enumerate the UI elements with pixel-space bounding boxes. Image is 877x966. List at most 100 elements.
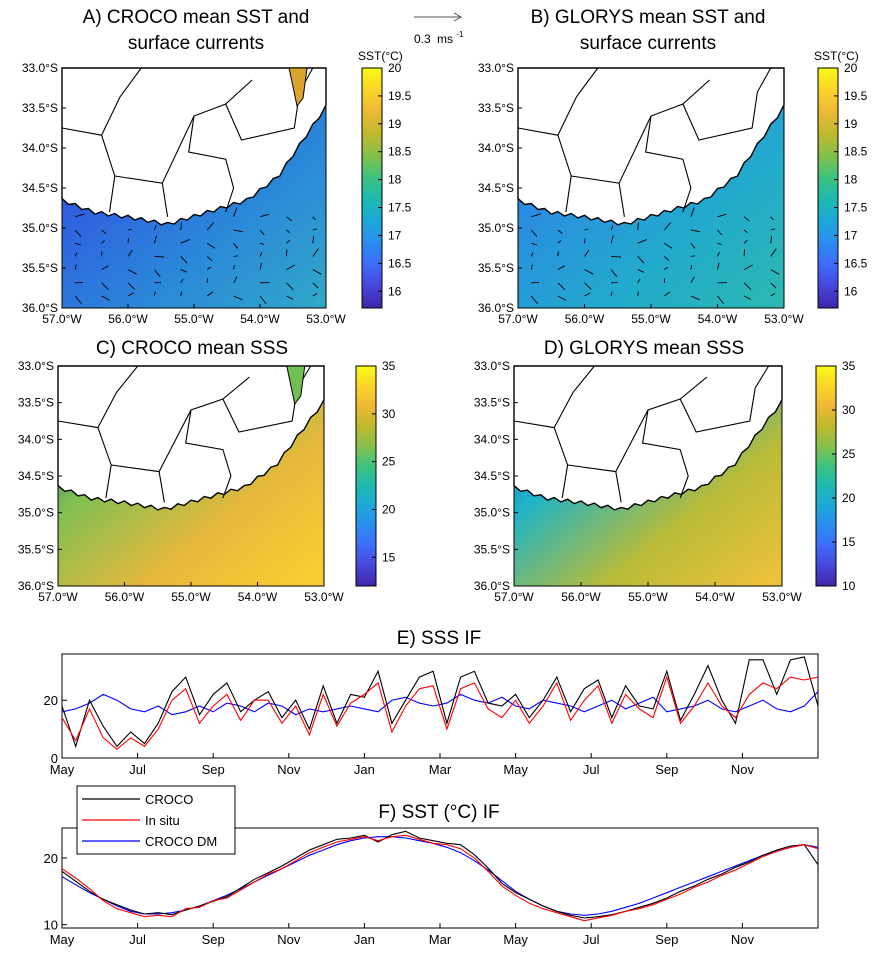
- colorbar-tick-label: 20: [388, 61, 402, 75]
- current-vector: [259, 229, 265, 236]
- map-panel-d: 33.0°S 33.5°S 34.0°S 34.5°S 35.0°S 35.5°S 36.0…: [474, 359, 856, 604]
- current-vector: [74, 295, 82, 304]
- current-vector: [530, 252, 534, 257]
- colorbar-tick-label: 20: [844, 61, 858, 75]
- x-tick-label: 53.0°W: [762, 590, 802, 604]
- y-tick-label: 35.5°S: [474, 542, 510, 556]
- current-vector: [770, 269, 780, 275]
- y-tick-label: 10: [44, 918, 58, 933]
- map-panel-b: 33.0°S 33.5°S 34.0°S 34.5°S 35.0°S 35.5°S 36.0…: [478, 49, 868, 326]
- x-tick-label: Mar: [429, 762, 452, 777]
- current-vector: [690, 255, 696, 257]
- y-tick-label: 33.0°S: [22, 61, 58, 75]
- x-tick-label: 54.0°W: [238, 590, 278, 604]
- current-vector: [531, 242, 537, 246]
- current-vector: [584, 238, 586, 244]
- colorbar-tick-label: 19: [388, 117, 402, 131]
- current-vector: [637, 222, 639, 231]
- current-vector: [127, 292, 134, 297]
- current-vector: [153, 235, 157, 244]
- x-tick-label: 55.0°W: [171, 590, 211, 604]
- colorbar-tick-label: 18.5: [844, 145, 868, 159]
- current-vector: [286, 239, 291, 244]
- current-vector: [584, 269, 594, 275]
- x-tick-label: Sep: [202, 932, 225, 947]
- current-vector: [637, 269, 644, 273]
- current-vector: [717, 295, 724, 304]
- colorbar-tick-label: 35: [842, 359, 856, 373]
- current-vector: [312, 228, 318, 231]
- current-vector: [717, 213, 727, 218]
- current-vector: [286, 229, 291, 233]
- colorbar-tick-label: 20: [842, 491, 856, 505]
- colorbar-tick-label: 10: [842, 579, 856, 593]
- y-tick-label: 36.0°S: [478, 301, 514, 315]
- legend-label-insitu: In situ: [145, 813, 180, 828]
- current-vector: [530, 295, 538, 304]
- department-border: [57, 365, 139, 429]
- current-vector: [233, 229, 243, 233]
- y-tick-label: 34.5°S: [474, 469, 510, 483]
- colorbar-tick-label: 18.5: [388, 145, 412, 159]
- y-tick-label: 33.0°S: [474, 359, 510, 373]
- current-vector: [180, 238, 191, 244]
- current-vector: [530, 264, 533, 270]
- current-vector: [717, 242, 722, 245]
- y-tick-label: 36.0°S: [18, 579, 54, 593]
- current-vector: [690, 242, 696, 249]
- current-vector: [233, 295, 243, 301]
- y-tick-label: 35.0°S: [474, 506, 510, 520]
- current-vector: [312, 236, 315, 244]
- x-tick-label: 54.0°W: [698, 312, 738, 326]
- current-vector: [584, 292, 591, 297]
- x-tick-label: 57.0°W: [42, 312, 82, 326]
- x-tick-label: 55.0°W: [631, 312, 671, 326]
- x-tick-label: Jul: [129, 762, 146, 777]
- scale-arrow-unit: ms: [437, 32, 453, 46]
- y-tick-label: 36.0°S: [474, 579, 510, 593]
- x-tick-label: Jan: [354, 932, 375, 947]
- current-vector: [770, 293, 776, 297]
- current-vector: [743, 216, 750, 222]
- current-vector: [557, 295, 567, 301]
- current-vector: [127, 282, 135, 290]
- current-vector: [286, 295, 294, 300]
- series-line-in-situ: [61, 834, 819, 922]
- current-vector: [663, 256, 670, 262]
- y-tick-label: 34.0°S: [474, 432, 510, 446]
- current-vector: [610, 235, 614, 244]
- current-vector: [637, 278, 641, 284]
- current-vector: [312, 293, 318, 297]
- current-vector: [206, 256, 213, 262]
- y-tick-label: 20: [44, 851, 58, 866]
- department-border: [61, 67, 142, 136]
- y-tick-label: 34.5°S: [18, 469, 54, 483]
- y-tick-label: 35.0°S: [22, 221, 58, 235]
- x-tick-label: Jul: [129, 932, 146, 947]
- panel-b-title-line1: B) GLORYS mean SST and: [531, 7, 766, 28]
- current-vector: [127, 249, 133, 257]
- current-vector: [259, 242, 265, 245]
- x-tick-label: 56.0°W: [561, 590, 601, 604]
- current-vector: [127, 238, 130, 244]
- colorbar-tick-label: 30: [842, 403, 856, 417]
- current-vector: [233, 265, 235, 270]
- colorbar-tick-label: 17.5: [844, 201, 868, 215]
- y-tick-label: 35.0°S: [478, 221, 514, 235]
- x-tick-label: Sep: [202, 762, 225, 777]
- current-vector: [180, 222, 182, 231]
- current-vector: [717, 252, 720, 257]
- svg-text:0.3 ms -1: 0.3 ms -1: [414, 30, 464, 46]
- x-tick-label: 57.0°W: [494, 590, 534, 604]
- x-tick-label: May: [50, 932, 75, 947]
- colorbar-tick-label: 16: [388, 284, 402, 298]
- colorbar-tick-label: 18: [844, 173, 858, 187]
- current-vector: [233, 207, 238, 217]
- current-vector: [233, 242, 239, 249]
- colorbar: [361, 67, 383, 309]
- current-vector: [717, 262, 720, 270]
- department-border: [513, 365, 595, 429]
- current-vector: [259, 262, 262, 270]
- current-vector: [233, 255, 238, 257]
- x-tick-label: Sep: [655, 932, 678, 947]
